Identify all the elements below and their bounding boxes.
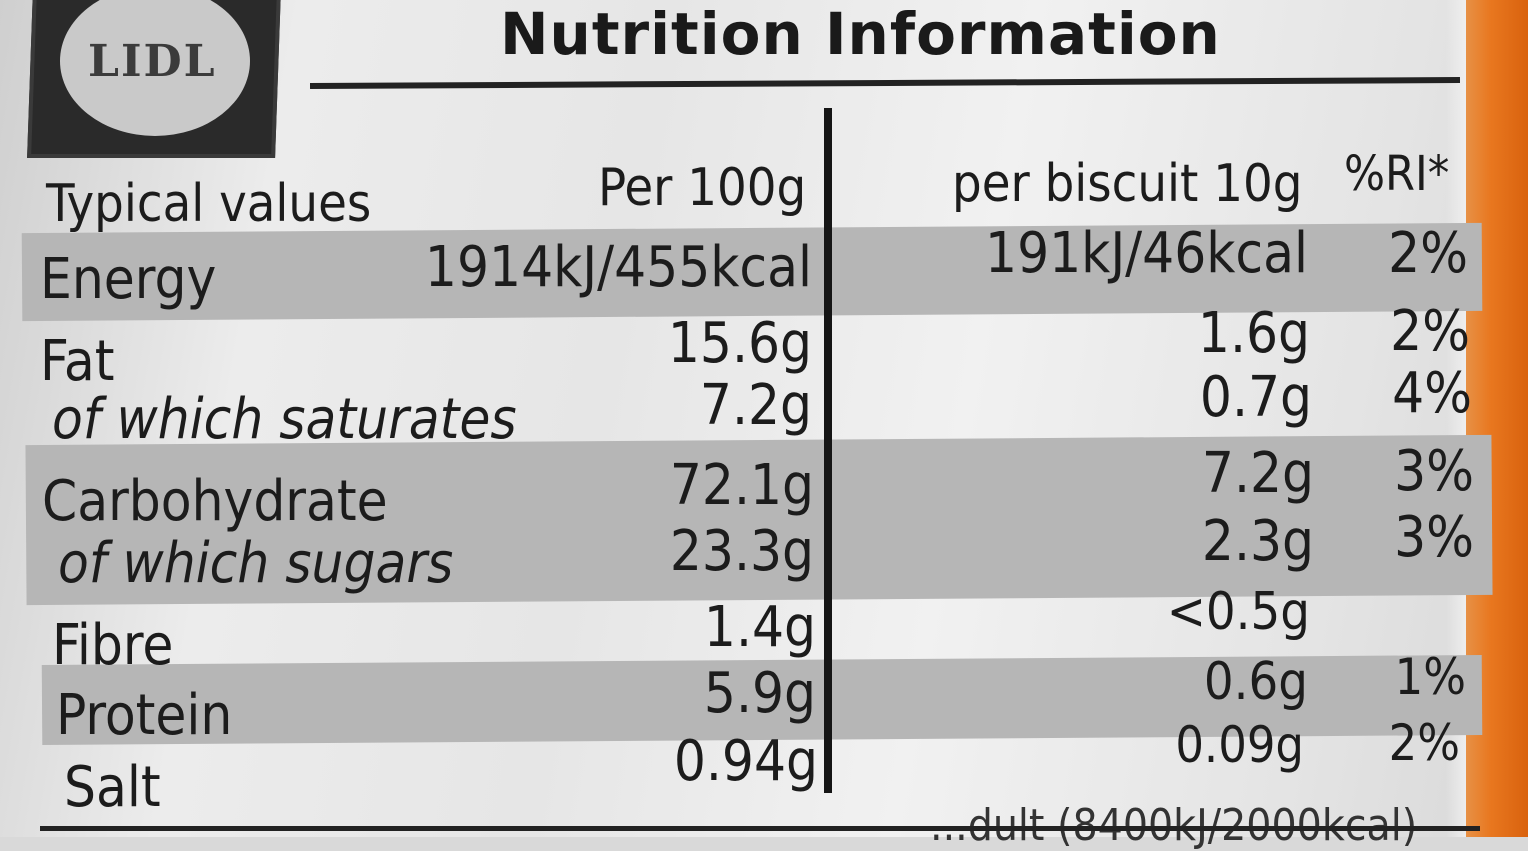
row-name-fibre: Fibre	[52, 613, 174, 678]
row-ri-energy: 2%	[1388, 221, 1468, 286]
row-name-salt: Salt	[64, 755, 161, 820]
row-biscuit-sugars: 2.3g	[1201, 509, 1314, 574]
row-name-fat: Fat	[40, 329, 115, 394]
row-name-sugars: of which sugars	[58, 531, 454, 596]
row-per100-carbohydrate: 72.1g	[669, 453, 814, 518]
row-per100-protein: 5.9g	[703, 661, 816, 726]
row-name-saturates: of which saturates	[52, 387, 517, 452]
logo-circle	[60, 0, 250, 136]
row-per100-energy: 1914kJ/455kcal	[424, 235, 812, 300]
row-biscuit-energy: 191kJ/46kcal	[985, 221, 1308, 286]
header-typical-values: Typical values	[46, 174, 372, 234]
row-ri-saturates: 4%	[1392, 361, 1472, 426]
row-biscuit-saturates: 0.7g	[1199, 365, 1312, 430]
row-per100-saturates: 7.2g	[699, 373, 812, 438]
header-per-biscuit: per biscuit 10g	[952, 154, 1303, 214]
row-biscuit-salt: 0.09g	[1175, 716, 1304, 774]
row-biscuit-fat: 1.6g	[1197, 301, 1310, 366]
row-ri-carbohydrate: 3%	[1394, 439, 1474, 504]
row-biscuit-fibre: <0.5g	[1166, 582, 1310, 642]
row-biscuit-protein: 0.6g	[1203, 652, 1308, 712]
row-per100-salt: 0.94g	[673, 729, 818, 794]
row-per100-fibre: 1.4g	[703, 595, 816, 660]
row-ri-salt: 2%	[1388, 714, 1460, 772]
row-ri-fat: 2%	[1390, 299, 1470, 364]
row-biscuit-carbohydrate: 7.2g	[1201, 441, 1314, 506]
row-name-protein: Protein	[56, 683, 233, 748]
row-per100-sugars: 23.3g	[669, 519, 814, 584]
header-ri: %RI*	[1344, 146, 1450, 202]
row-ri-protein: 1%	[1394, 648, 1466, 706]
row-name-carbohydrate: Carbohydrate	[42, 469, 388, 534]
table-title: Nutrition Information	[500, 0, 1221, 68]
header-per-100g: Per 100g	[598, 158, 807, 218]
lidl-logo: LIDL	[88, 36, 217, 87]
column-divider	[824, 108, 832, 793]
row-per100-fat: 15.6g	[667, 311, 812, 376]
row-ri-sugars: 3%	[1394, 505, 1474, 570]
row-name-energy: Energy	[40, 247, 217, 312]
bottom-rule	[40, 826, 1480, 831]
